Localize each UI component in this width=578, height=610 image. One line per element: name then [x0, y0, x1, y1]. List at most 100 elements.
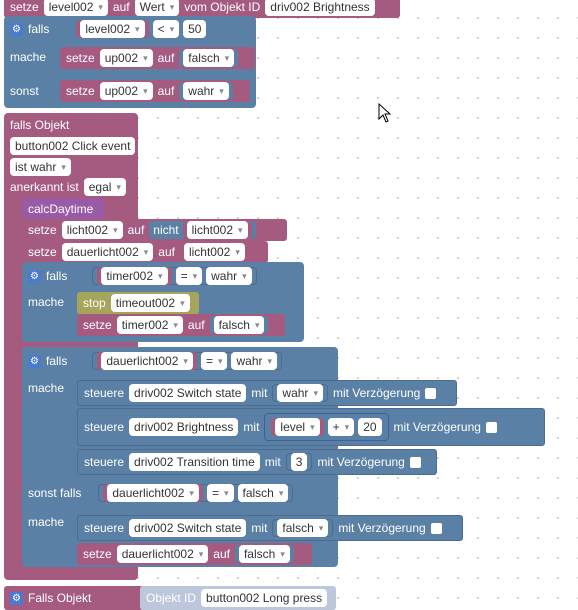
- bool-dropdown[interactable]: wahr: [231, 352, 278, 370]
- num-field[interactable]: 50: [183, 20, 207, 38]
- bool-dropdown[interactable]: wahr: [277, 384, 323, 402]
- var-dropdown[interactable]: up002: [99, 49, 153, 67]
- if-dauer-mache-label: mache: [22, 377, 70, 399]
- verzoegerung-checkbox[interactable]: [425, 387, 437, 399]
- bool-slot: falsch: [234, 545, 294, 563]
- var-dropdown[interactable]: up002: [99, 82, 153, 100]
- var-slot: timer002: [97, 267, 172, 285]
- mouse-cursor-icon: [378, 103, 392, 123]
- compare-slot: timer002 = wahr: [92, 267, 257, 285]
- var-slot: licht002: [179, 243, 249, 261]
- var-dropdown[interactable]: licht002: [186, 221, 248, 239]
- var-dropdown[interactable]: dauerlicht002: [107, 484, 199, 502]
- verzoegerung-checkbox[interactable]: [485, 421, 497, 433]
- var-dropdown[interactable]: level002: [80, 20, 145, 38]
- set-up002-false-block[interactable]: setze up002 auf falsch: [60, 47, 255, 69]
- egal-dropdown[interactable]: egal: [83, 178, 126, 196]
- mit-label: mit: [243, 420, 260, 434]
- ist-dropdown[interactable]: ist wahr: [10, 158, 71, 176]
- falls-objekt-label: falls Objekt: [10, 118, 70, 132]
- var-slot: dauerlicht002: [97, 352, 197, 370]
- op-dropdown[interactable]: =: [206, 484, 234, 502]
- objekt-id-label: Objekt ID: [146, 591, 197, 605]
- set-licht-block[interactable]: setze licht002 auf nicht licht002: [22, 219, 287, 241]
- mache-label: mache: [10, 50, 47, 64]
- var-dropdown[interactable]: dauerlicht002: [61, 243, 154, 261]
- var-dropdown[interactable]: level: [275, 418, 320, 436]
- control-switch-block[interactable]: steuere driv002 Switch state mit wahr mi…: [77, 380, 457, 406]
- wert-dropdown[interactable]: Wert: [134, 0, 180, 16]
- objekt-field[interactable]: driv002 Brightness: [265, 0, 375, 16]
- if1-mache-label: mache: [4, 46, 52, 68]
- op-dropdown[interactable]: <: [152, 20, 180, 38]
- bool-slot: falsch: [272, 519, 334, 537]
- op-dropdown[interactable]: =: [175, 267, 203, 285]
- set-level-block[interactable]: setze level002 auf Wert vom Objekt ID dr…: [4, 0, 400, 18]
- verzoegerung-label: mit Verzögerung: [393, 420, 481, 434]
- trigger-anerkannt-row: anerkannt ist egal: [4, 176, 132, 198]
- verzoegerung-label: mit Verzögerung: [338, 521, 426, 535]
- set-dauerlicht-block[interactable]: setze dauerlicht002 auf licht002: [22, 241, 268, 263]
- trigger-ist-row: ist wahr: [4, 156, 77, 178]
- var-dropdown[interactable]: licht002: [61, 221, 123, 239]
- var-dropdown[interactable]: timer002: [101, 267, 168, 285]
- objekt-field[interactable]: driv002 Switch state: [129, 519, 247, 537]
- control-transition-block[interactable]: steuere driv002 Transition time mit 3 mi…: [77, 449, 437, 475]
- auf-label: auf: [157, 51, 175, 65]
- op-dropdown[interactable]: =: [200, 352, 228, 370]
- var-dropdown[interactable]: level002: [43, 0, 108, 16]
- gear-icon[interactable]: ⚙: [28, 354, 41, 368]
- num-field[interactable]: 3: [290, 453, 308, 471]
- op-dropdown[interactable]: +: [327, 418, 355, 436]
- bool-dropdown[interactable]: wahr: [183, 82, 229, 100]
- func-label: calcDaytime: [28, 202, 94, 216]
- calc-daytime-block[interactable]: calcDaytime: [22, 198, 104, 220]
- setze-label: setze: [66, 51, 95, 65]
- bool-dropdown[interactable]: falsch: [183, 49, 235, 67]
- mache-label: mache: [28, 295, 65, 309]
- setze-label: setze: [28, 223, 57, 237]
- mache-label: mache: [28, 515, 65, 529]
- var-dropdown[interactable]: timer002: [116, 316, 183, 334]
- bool-dropdown[interactable]: falsch: [237, 484, 289, 502]
- steuere-label: steuere: [84, 420, 125, 434]
- gear-icon[interactable]: ⚙: [10, 591, 23, 605]
- objekt-field[interactable]: button002 Long press: [201, 589, 328, 607]
- not-slot: nicht licht002: [149, 221, 256, 239]
- control-switch-off-block[interactable]: steuere driv002 Switch state mit falsch …: [77, 515, 463, 541]
- set-dauerlicht-false-block[interactable]: setze dauerlicht002 auf falsch: [77, 543, 312, 565]
- gear-icon[interactable]: ⚙: [28, 269, 41, 283]
- verzoegerung-label: mit Verzögerung: [317, 455, 405, 469]
- num-slot: 3: [285, 453, 313, 471]
- falls-label: falls: [28, 22, 50, 36]
- var-dropdown[interactable]: dauerlicht002: [116, 545, 209, 563]
- num-field[interactable]: 20: [358, 418, 382, 436]
- objekt-field[interactable]: driv002 Switch state: [129, 384, 247, 402]
- objekt-field[interactable]: driv002 Brightness: [129, 418, 239, 436]
- objekt-field[interactable]: button002 Click event: [10, 137, 136, 155]
- falls-label: falls: [46, 269, 68, 283]
- trigger-falls-objekt: falls Objekt: [4, 114, 75, 136]
- control-brightness-block[interactable]: steuere driv002 Brightness mit level + 2…: [77, 408, 545, 446]
- bool-dropdown[interactable]: falsch: [238, 545, 290, 563]
- set-up002-true-block[interactable]: setze up002 auf wahr: [60, 80, 250, 102]
- verzoegerung-checkbox[interactable]: [409, 456, 421, 468]
- var-dropdown[interactable]: dauerlicht002: [101, 352, 193, 370]
- bool-slot: wahr: [179, 82, 233, 100]
- objekt-field[interactable]: driv002 Transition time: [129, 453, 260, 471]
- bool-dropdown[interactable]: wahr: [206, 267, 252, 285]
- gear-icon[interactable]: ⚙: [10, 22, 23, 36]
- bool-slot: falsch: [209, 316, 269, 334]
- bool-dropdown[interactable]: falsch: [213, 316, 265, 334]
- mit-label: mit: [264, 455, 281, 469]
- stop-timeout-block[interactable]: stop timeout002: [77, 292, 199, 314]
- var-dropdown[interactable]: licht002: [183, 243, 245, 261]
- auf-label: auf: [157, 84, 175, 98]
- setze-label: setze: [66, 84, 95, 98]
- timeout-dropdown[interactable]: timeout002: [110, 294, 190, 312]
- set-timer-block[interactable]: setze timer002 auf falsch: [77, 314, 285, 336]
- verzoegerung-checkbox[interactable]: [430, 522, 442, 534]
- bool-dropdown[interactable]: falsch: [277, 519, 329, 537]
- auf-label: auf: [187, 318, 205, 332]
- trigger2-block[interactable]: ⚙ Falls Objekt: [4, 586, 144, 610]
